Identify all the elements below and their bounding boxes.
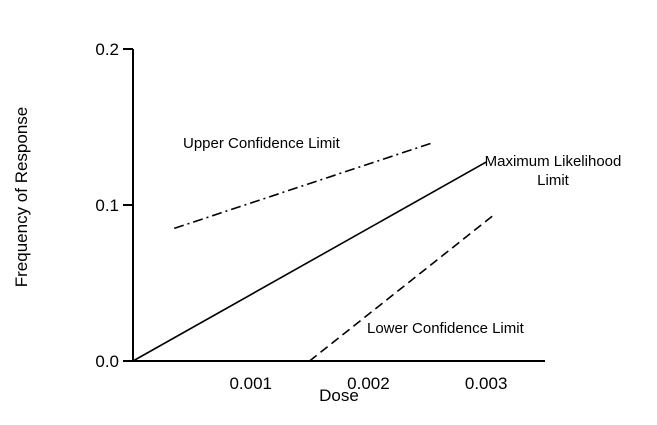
y-tick-label: 0.2 xyxy=(95,40,119,59)
annotation-mle: Maximum Likelihood xyxy=(485,153,622,170)
series-line-3 xyxy=(309,212,497,362)
line-annotations: Upper Confidence Limit Maximum Likelihood… xyxy=(183,135,621,337)
x-tick-label: 0.002 xyxy=(347,374,390,393)
series-line-2 xyxy=(132,161,487,362)
x-tick-label: 0.003 xyxy=(465,374,508,393)
y-tick-label: 0.1 xyxy=(95,196,119,215)
y-axis-label: Frequency of Response xyxy=(12,107,31,288)
axis-ticks: 0.0 0.1 0.2 0.001 0.002 0.003 xyxy=(95,40,507,393)
y-tick-label: 0.0 xyxy=(95,352,119,371)
axis-labels: Dose Frequency of Response xyxy=(12,107,359,405)
axes xyxy=(132,49,545,362)
x-axis-label: Dose xyxy=(319,386,359,405)
annotation-upper: Upper Confidence Limit xyxy=(183,135,341,152)
series-lines xyxy=(132,141,497,362)
x-tick-label: 0.001 xyxy=(229,374,272,393)
annotation-mle: Limit xyxy=(537,172,570,189)
annotation-lower: Lower Confidence Limit xyxy=(367,320,525,337)
series-line-1 xyxy=(173,141,434,230)
